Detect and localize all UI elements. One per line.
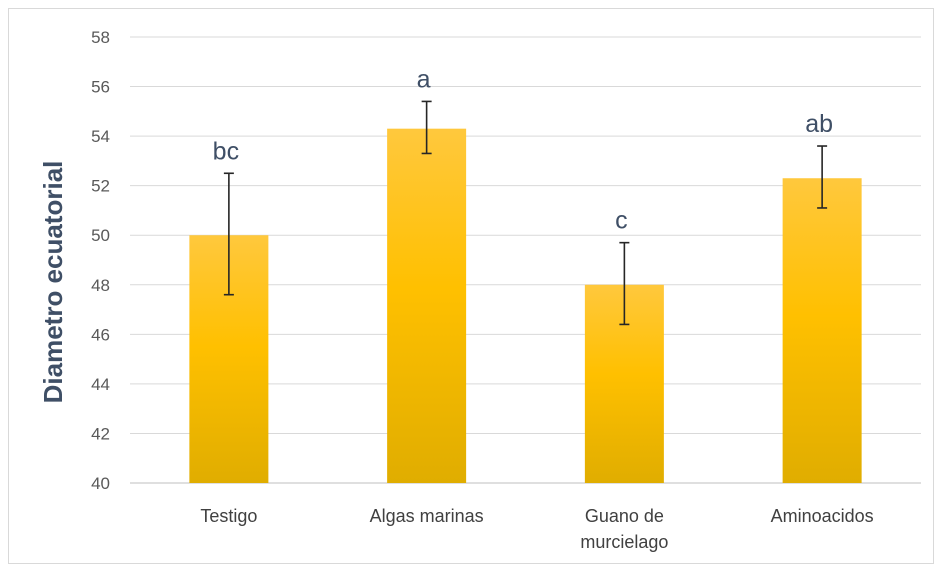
y-axis-title: Diametro ecuatorial: [38, 161, 68, 404]
y-tick-label: 52: [91, 177, 110, 196]
y-tick-label: 58: [91, 28, 110, 47]
error-bars: [223, 100, 828, 326]
y-tick-label: 56: [91, 78, 110, 97]
y-tick-label: 48: [91, 276, 110, 295]
y-tick-label: 50: [91, 226, 110, 245]
bar: [387, 128, 467, 483]
y-axis-ticks: 40 42 44 46 48 50 52 54 56 58: [91, 28, 110, 493]
x-category-label: Testigo: [200, 506, 257, 526]
significance-label: bc: [213, 137, 239, 165]
y-tick-label: 44: [91, 375, 110, 394]
significance-label: a: [417, 65, 431, 93]
bar: [782, 178, 862, 483]
significance-label: c: [615, 207, 628, 235]
x-axis-categories: Testigo Algas marinas Guano de murcielago Am…: [200, 506, 873, 552]
y-tick-label: 46: [91, 325, 110, 344]
chart-frame: [8, 8, 934, 564]
y-tick-label: 54: [91, 127, 110, 146]
significance-label: ab: [805, 110, 833, 138]
y-tick-label: 40: [91, 474, 110, 493]
x-category-label: Algas marinas: [370, 506, 484, 526]
bars: [189, 128, 862, 483]
x-category-label: Aminoacidos: [771, 506, 874, 526]
y-tick-label: 42: [91, 424, 110, 443]
significance-labels: bc a c ab: [213, 65, 833, 234]
x-category-label: murcielago: [580, 532, 668, 552]
x-category-label: Guano de: [585, 506, 664, 526]
